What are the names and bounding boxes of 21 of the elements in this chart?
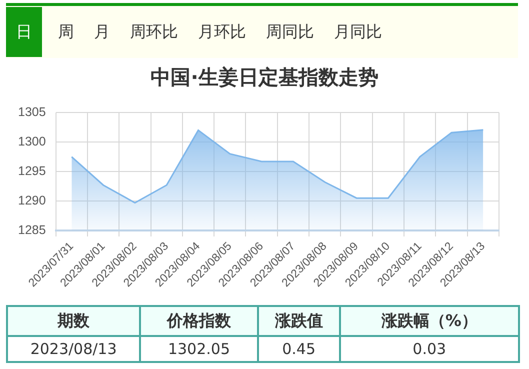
text: 月 (93, 21, 111, 43)
y-tick-label: 1300 (18, 134, 46, 148)
text: 月同比 (333, 21, 383, 43)
y-tick-label: 1295 (18, 164, 46, 178)
text: 价格指数 (140, 306, 258, 336)
text: 周 (57, 21, 75, 43)
text: 2023/08/13 (7, 336, 140, 362)
text: 周环比 (129, 21, 179, 43)
text: 日 (6, 7, 42, 57)
y-tick-label: 1305 (18, 104, 46, 119)
chart-title: 中国·生姜日定基指数走势 (150, 64, 380, 91)
text: 0.03 (340, 336, 519, 362)
text: 0.45 (258, 336, 340, 362)
text: 涨跌值 (258, 306, 340, 336)
text: 1302.05 (140, 336, 258, 362)
text: 期数 (7, 306, 140, 336)
text: 月环比 (197, 21, 247, 43)
text: 周同比 (265, 21, 315, 43)
text: 涨跌幅（%） (340, 306, 519, 336)
y-tick-label: 1290 (18, 193, 46, 208)
y-tick-label: 1285 (18, 222, 46, 237)
